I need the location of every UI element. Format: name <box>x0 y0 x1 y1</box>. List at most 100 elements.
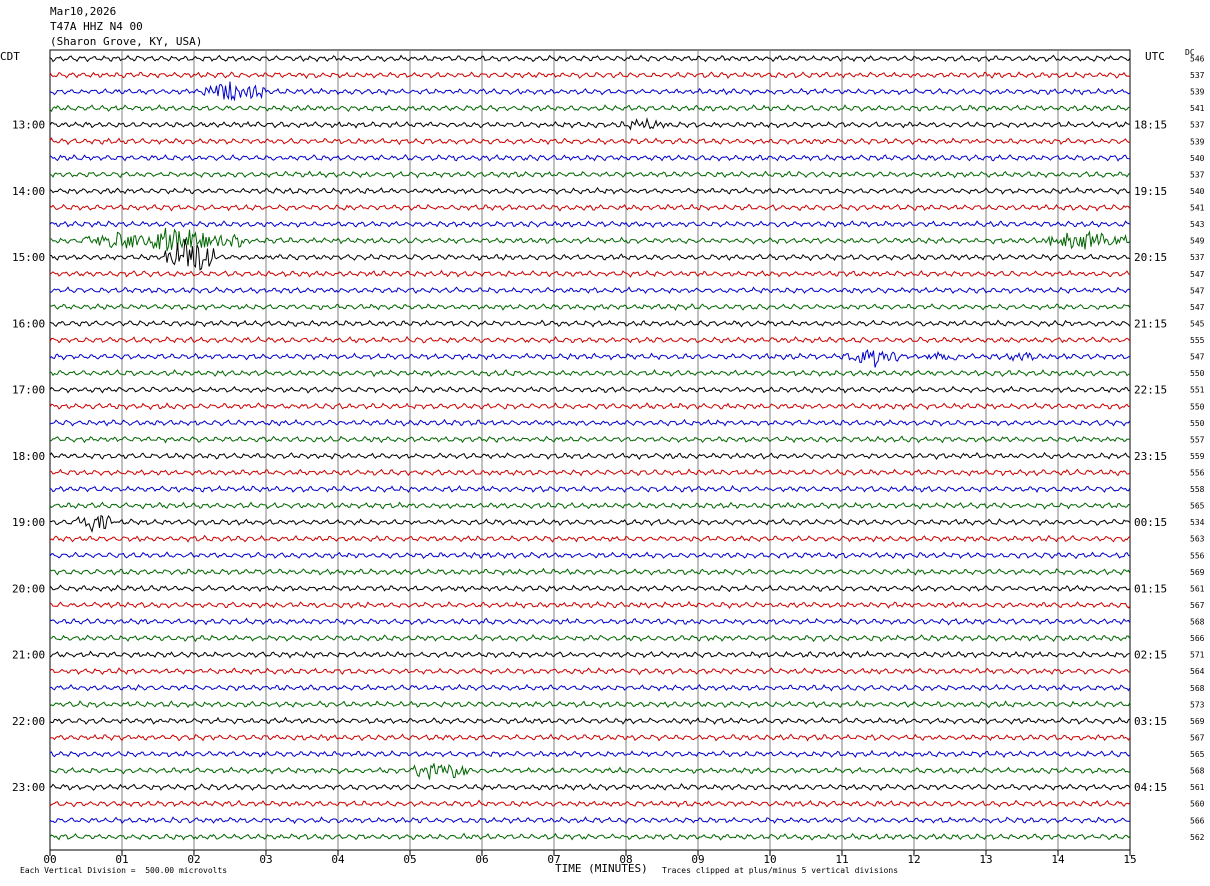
dc-label: DC <box>1185 48 1195 57</box>
trace-row <box>49 81 1131 102</box>
dc-offset-label: 559 <box>1190 452 1205 461</box>
x-tick-label: 05 <box>403 853 416 866</box>
x-tick-label: 07 <box>547 853 560 866</box>
dc-offset-label: 561 <box>1190 783 1205 792</box>
hour-label-utc: 02:15 <box>1134 649 1167 662</box>
trace-row <box>49 435 1131 444</box>
trace-row <box>49 220 1131 229</box>
hour-label-utc: 20:15 <box>1134 251 1167 264</box>
trace-row <box>49 749 1131 759</box>
hour-label-utc: 18:15 <box>1134 119 1167 132</box>
hour-label-utc: 01:15 <box>1134 582 1167 595</box>
trace-row <box>49 799 1131 808</box>
trace-row <box>49 137 1131 146</box>
trace-row <box>49 733 1131 742</box>
dc-offset-label: 546 <box>1190 55 1205 64</box>
dc-offset-label: 564 <box>1190 667 1205 676</box>
trace-row <box>49 600 1131 609</box>
trace-row <box>49 501 1131 510</box>
trace-row <box>49 269 1131 278</box>
trace-row <box>49 700 1131 709</box>
hour-label-utc: 00:15 <box>1134 516 1167 529</box>
dc-offset-label: 550 <box>1190 402 1205 411</box>
dc-offset-label: 540 <box>1190 154 1205 163</box>
hour-label-local: 23:00 <box>12 781 45 794</box>
dc-offset-label: 568 <box>1190 618 1205 627</box>
dc-offset-label: 565 <box>1190 750 1205 759</box>
x-tick-label: 12 <box>907 853 920 866</box>
trace-row <box>49 385 1130 394</box>
trace-row <box>49 667 1131 676</box>
trace-row <box>49 186 1131 195</box>
x-tick-label: 01 <box>115 853 128 866</box>
plot-frame <box>49 49 1131 851</box>
dc-offset-label: 537 <box>1190 170 1205 179</box>
dc-offset-label: 566 <box>1190 634 1205 643</box>
dc-offset-label: 547 <box>1190 270 1205 279</box>
trace-row <box>49 349 1131 368</box>
trace-row <box>49 514 1131 533</box>
trace-row <box>49 104 1131 113</box>
hour-label-utc: 23:15 <box>1134 450 1167 463</box>
trace-row <box>49 634 1131 643</box>
trace-row <box>49 716 1131 725</box>
trace-row <box>49 369 1131 378</box>
trace-row <box>49 567 1131 576</box>
hour-label-utc: 22:15 <box>1134 384 1167 397</box>
trace-row <box>49 584 1131 593</box>
dc-offset-label: 545 <box>1190 319 1205 328</box>
x-tick-label: 09 <box>691 853 704 866</box>
left-timezone: CDT <box>0 50 20 63</box>
x-tick-label: 08 <box>619 853 632 866</box>
x-tick-label: 11 <box>835 853 848 866</box>
trace-row <box>49 832 1131 841</box>
dc-offset-label: 537 <box>1190 121 1205 130</box>
hour-label-local: 17:00 <box>12 384 45 397</box>
dc-offset-label: 539 <box>1190 88 1205 97</box>
x-tick-label: 14 <box>1051 853 1065 866</box>
dc-offset-label: 537 <box>1190 71 1205 80</box>
dc-offset-label: 547 <box>1190 303 1205 312</box>
trace-row <box>49 71 1131 79</box>
clip-note: Traces clipped at plus/minus 5 vertical … <box>662 866 899 875</box>
trace-row <box>49 203 1131 212</box>
right-timezone: UTC <box>1145 50 1165 63</box>
trace-row <box>49 650 1131 659</box>
dc-offset-label: 556 <box>1190 469 1205 478</box>
x-tick-label: 03 <box>259 853 272 866</box>
station-code: T47A HHZ N4 00 <box>50 20 143 33</box>
trace-row <box>49 468 1131 477</box>
trace-row <box>49 551 1131 560</box>
dc-offset-label: 569 <box>1190 717 1205 726</box>
dc-offset-label: 541 <box>1190 204 1205 213</box>
hour-label-local: 13:00 <box>12 119 45 132</box>
dc-offset-label: 569 <box>1190 568 1205 577</box>
hour-label-utc: 21:15 <box>1134 317 1167 330</box>
hour-label-utc: 04:15 <box>1134 781 1167 794</box>
trace-row <box>49 534 1131 543</box>
dc-offset-label: 566 <box>1190 816 1205 825</box>
trace-row <box>49 227 1131 252</box>
trace-row <box>49 402 1131 411</box>
dc-offset-label: 550 <box>1190 369 1205 378</box>
trace-row <box>49 617 1131 626</box>
x-tick-label: 15 <box>1123 853 1136 866</box>
hour-label-local: 14:00 <box>12 185 45 198</box>
trace-row <box>49 153 1131 162</box>
dc-offset-label: 557 <box>1190 435 1205 444</box>
trace-row <box>49 451 1131 461</box>
dc-offset-label: 543 <box>1190 220 1205 229</box>
plot-date: Mar10,2026 <box>50 5 117 18</box>
dc-offset-label: 567 <box>1190 601 1205 610</box>
dc-offset-label: 550 <box>1190 419 1205 428</box>
trace-row <box>49 335 1131 344</box>
hour-label-local: 16:00 <box>12 317 45 330</box>
dc-offset-label: 540 <box>1190 187 1205 196</box>
dc-offset-label: 560 <box>1190 800 1205 809</box>
dc-offset-label: 549 <box>1190 237 1205 246</box>
x-tick-label: 10 <box>763 853 776 866</box>
dc-offset-label: 541 <box>1190 104 1205 113</box>
x-tick-label: 04 <box>331 853 345 866</box>
dc-offset-label: 562 <box>1190 833 1205 842</box>
